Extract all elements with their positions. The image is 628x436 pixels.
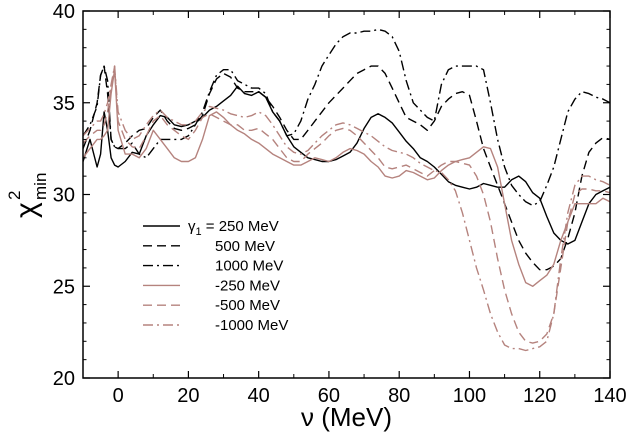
legend-label: γ1 = 250 MeV xyxy=(188,218,279,238)
x-tick-label: 20 xyxy=(177,385,199,407)
legend-label: -1000 MeV xyxy=(215,317,288,334)
legend-value: = 250 MeV xyxy=(202,218,279,235)
legend-entry: 500 MeV xyxy=(143,238,275,255)
y-axis-label: χ 2 min xyxy=(5,173,50,218)
legend-symbol-subscript: 1 xyxy=(196,226,202,238)
series-line-500-mev xyxy=(83,65,610,344)
x-tick-label: 40 xyxy=(248,385,270,407)
y-tick-label: 40 xyxy=(53,1,75,23)
y-tick-label: 25 xyxy=(53,276,75,298)
legend-entry: 1000 MeV xyxy=(143,258,283,275)
series-line-250-mev xyxy=(83,69,610,287)
x-tick-label: 0 xyxy=(113,385,124,407)
series-layer xyxy=(83,28,610,352)
series-line-gamma1-250-mev xyxy=(83,85,610,245)
x-axis-label: ν (MeV) xyxy=(301,402,392,432)
legend-symbol: γ xyxy=(188,218,196,235)
series-line-500-mev xyxy=(83,65,610,271)
legend-entry: -500 MeV xyxy=(143,297,280,314)
legend-label: -500 MeV xyxy=(215,297,280,314)
legend-label: -250 MeV xyxy=(215,277,280,294)
series-line-1000-mev xyxy=(83,28,610,207)
legend-entry: -1000 MeV xyxy=(143,317,288,334)
y-tick-label: 35 xyxy=(53,93,75,115)
legend-label: 1000 MeV xyxy=(215,258,283,275)
y-axis-label-subscript: min xyxy=(31,173,50,200)
y-axis-label-main: χ xyxy=(10,202,43,218)
tick-layer: 0 20 40 60 80 100 120 140 20 25 30 35 40 xyxy=(53,1,627,407)
y-axis-label-superscript: 2 xyxy=(5,191,24,200)
plot-frame xyxy=(82,10,611,379)
y-tick-label: 20 xyxy=(53,368,75,390)
y-tick-label: 30 xyxy=(53,185,75,207)
legend-entry: -250 MeV xyxy=(143,277,280,294)
x-tick-label: 60 xyxy=(318,385,340,407)
series-line-1000-mev xyxy=(83,65,610,352)
legend-entry: γ1 = 250 MeV xyxy=(143,218,279,238)
x-tick-label: 120 xyxy=(523,385,556,407)
x-tick-label: 140 xyxy=(593,385,626,407)
legend-label: 500 MeV xyxy=(215,238,275,255)
x-tick-label: 100 xyxy=(453,385,486,407)
x-tick-label: 80 xyxy=(388,385,410,407)
